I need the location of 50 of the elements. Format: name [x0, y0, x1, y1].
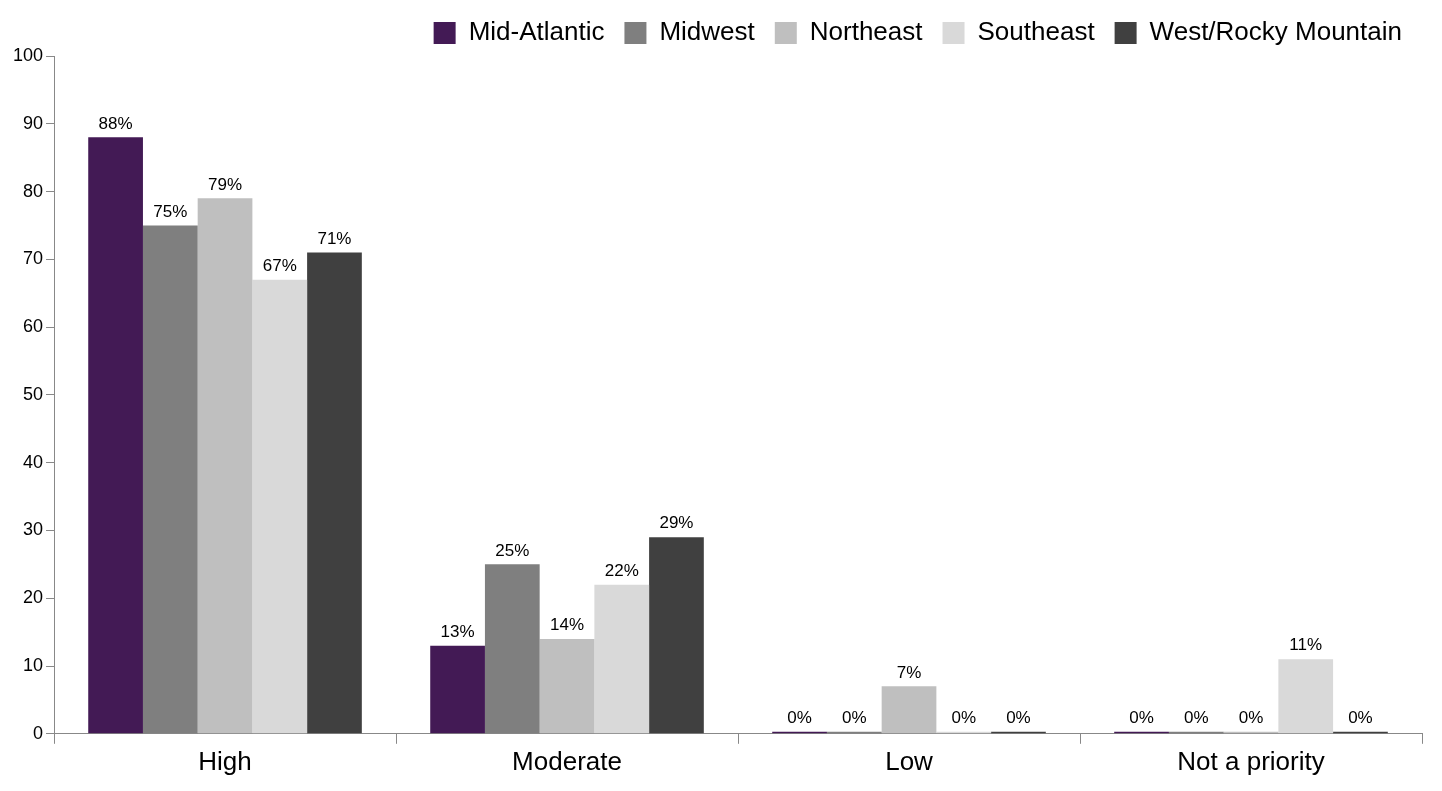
y-tick-label: 100 — [12, 44, 44, 65]
bar — [881, 686, 937, 734]
data-label: 0% — [1006, 707, 1031, 727]
data-label: 0% — [1129, 707, 1154, 727]
data-label: 0% — [951, 707, 977, 727]
legend-label: Southeast — [977, 16, 1096, 47]
y-tick-label: 90 — [23, 112, 44, 133]
data-label: 0% — [787, 707, 812, 727]
data-label: 7% — [896, 662, 922, 682]
legend-label: Northeast — [809, 16, 924, 47]
data-label: 75% — [153, 201, 188, 221]
y-tick-label: 10 — [23, 654, 44, 675]
bar — [1278, 659, 1334, 734]
x-tick-label: Low — [885, 745, 934, 776]
x-tick-label: High — [198, 745, 252, 776]
y-tick-label: 20 — [23, 587, 44, 608]
data-label: 71% — [317, 228, 352, 248]
bar — [197, 198, 253, 734]
bar — [307, 252, 362, 734]
y-tick-label: 80 — [23, 180, 44, 201]
bar — [594, 584, 650, 734]
data-label: 88% — [98, 113, 133, 133]
data-label: 29% — [659, 513, 694, 533]
bar — [649, 537, 704, 734]
data-label: 0% — [842, 707, 867, 727]
data-label: 67% — [262, 255, 297, 275]
y-tick-label: 60 — [23, 316, 44, 337]
data-label: 22% — [604, 560, 639, 580]
data-label: 25% — [495, 540, 530, 560]
y-tick-label: 40 — [23, 451, 44, 472]
bar — [539, 638, 595, 734]
data-label: 14% — [550, 615, 585, 635]
legend-label: West/Rocky Mountain — [1149, 16, 1403, 47]
data-label: 13% — [440, 621, 475, 641]
bar — [88, 137, 143, 734]
x-tick-label: Not a priority — [1177, 745, 1325, 776]
data-label: 11% — [1289, 635, 1323, 655]
data-label: 79% — [208, 174, 243, 194]
y-tick-label: 30 — [23, 519, 44, 540]
y-tick-label: 0 — [33, 722, 44, 743]
bar — [252, 279, 308, 734]
data-label: 0% — [1238, 707, 1264, 727]
y-tick-label: 50 — [23, 383, 44, 404]
bar — [430, 645, 485, 734]
legend-label: Mid-Atlantic — [468, 16, 605, 47]
data-label: 0% — [1184, 707, 1209, 727]
legend-label: Midwest — [659, 16, 756, 47]
x-tick-label: Moderate — [512, 745, 622, 776]
data-label: 0% — [1348, 707, 1373, 727]
y-tick-label: 70 — [23, 248, 44, 269]
